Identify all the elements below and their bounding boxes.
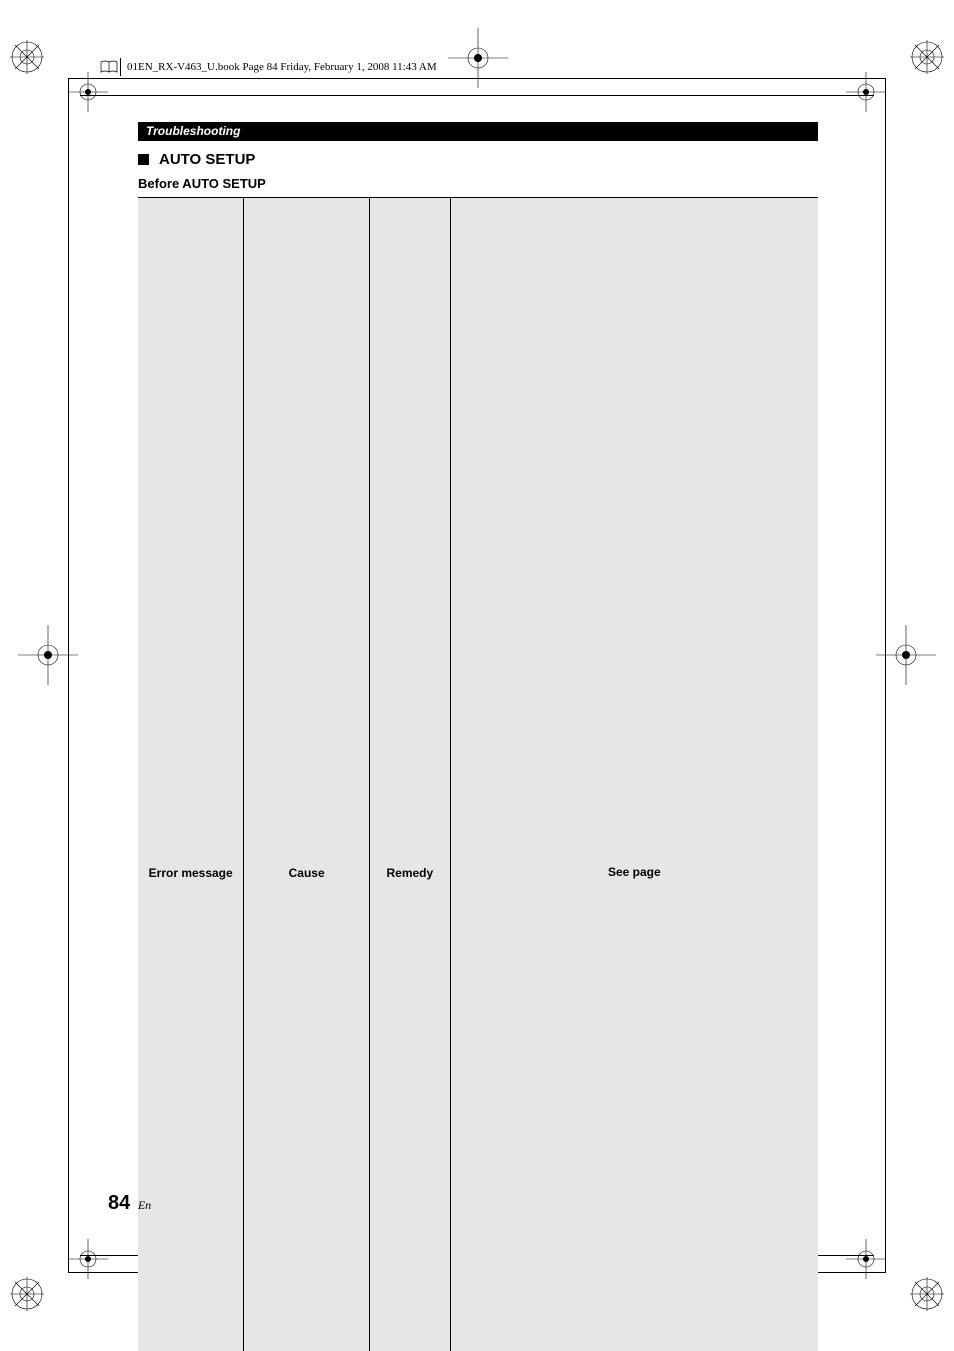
- content: Troubleshooting AUTO SETUP Before AUTO S…: [138, 122, 818, 1351]
- running-head: 01EN_RX-V463_U.book Page 84 Friday, Febr…: [100, 58, 437, 76]
- th-cause: Cause: [244, 198, 370, 1351]
- table-before: Error message Cause Remedy See page Conn…: [138, 197, 818, 1351]
- section-title-text: AUTO SETUP: [159, 151, 255, 168]
- subhead-before: Before AUTO SETUP: [138, 176, 818, 191]
- chapter-bar: Troubleshooting: [138, 122, 818, 141]
- running-head-text: 01EN_RX-V463_U.book Page 84 Friday, Febr…: [127, 61, 437, 73]
- book-icon: [100, 60, 118, 74]
- page-number-lang: En: [138, 1198, 151, 1212]
- square-bullet-icon: [138, 154, 149, 165]
- page-number-value: 84: [108, 1192, 130, 1214]
- registration-mark-icon: [910, 1277, 944, 1311]
- page-number: 84 En: [108, 1192, 151, 1215]
- section-title: AUTO SETUP: [138, 151, 818, 168]
- th-remedy: Remedy: [370, 198, 451, 1351]
- crop-guide: [80, 95, 874, 96]
- registration-mark-icon: [10, 40, 44, 74]
- registration-mark-icon: [10, 1277, 44, 1311]
- table-header-row: Error message Cause Remedy See page: [138, 198, 818, 1351]
- th-page: See page: [450, 198, 818, 1351]
- registration-mark-icon: [910, 40, 944, 74]
- page: 01EN_RX-V463_U.book Page 84 Friday, Febr…: [0, 0, 954, 1351]
- th-error: Error message: [138, 198, 244, 1351]
